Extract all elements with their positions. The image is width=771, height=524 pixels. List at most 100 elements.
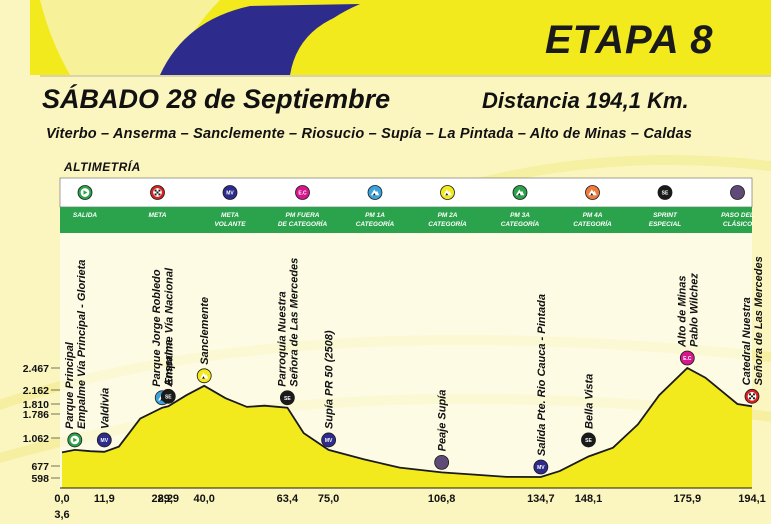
legend-label: SALIDA <box>73 212 98 219</box>
x-tick-label: 63,4 <box>277 493 299 505</box>
profile-point: MV Salida Pte. Rio Cauca - Pintada <box>533 294 549 475</box>
svg-text:E.C: E.C <box>683 356 692 362</box>
place-label: Peaje Supía <box>437 390 449 452</box>
legend-label: PASO DEL <box>721 212 754 219</box>
x-tick-label: 148,1 <box>575 493 603 505</box>
legend-label: SPRINT <box>653 212 678 219</box>
legend-item: META <box>149 185 167 219</box>
legend-label: PM 1A <box>365 212 385 219</box>
y-tick-label: 1.062 <box>23 433 49 445</box>
x-tick-label: 29,9 <box>158 493 179 505</box>
y-tick-label: 1.786 <box>23 409 49 421</box>
legend-item: MV META VOLANTE <box>214 185 246 228</box>
stage-title: ETAPA 8 <box>545 18 714 62</box>
start-icon <box>67 432 83 448</box>
svg-text:SE: SE <box>585 438 592 444</box>
svg-text:SE: SE <box>165 395 172 401</box>
place-label: Sanclemente <box>199 297 211 365</box>
profile-area <box>62 368 752 488</box>
svg-text:MV: MV <box>226 191 234 197</box>
profile-point: MV Valdivia <box>96 388 112 448</box>
place-label: Parque Principal <box>64 341 76 429</box>
legend-bar <box>60 207 752 233</box>
mv-icon: MV <box>96 432 112 448</box>
place-label: Empalme Vía Nacional <box>163 267 175 385</box>
mountain-2-icon <box>196 368 212 384</box>
x-tick-label: 28,2 <box>152 493 173 505</box>
y-tick-label: 1.810 <box>23 399 49 411</box>
legend-label: CATEGORÍA <box>356 219 395 228</box>
paso-icon <box>730 185 745 200</box>
svg-text:MV: MV <box>101 438 109 444</box>
x-tick-label: 0,0 <box>54 493 69 505</box>
legend-label: PM 3A <box>510 212 530 219</box>
mountain-1-icon <box>367 185 383 200</box>
place-label: Salida Pte. Rio Cauca - Pintada <box>536 294 548 456</box>
mv-icon: MV <box>533 459 549 475</box>
x-tick-label: 175,9 <box>674 493 702 505</box>
legend-item: SE SPRINT ESPECIAL <box>649 185 681 228</box>
place-label: Empalme Vía Principal - Glorieta <box>76 260 88 429</box>
place-label: Parque Jorge Robledo <box>151 269 163 387</box>
y-tick-label: 677 <box>31 461 49 473</box>
profile-point: Peaje Supía <box>434 390 450 470</box>
legend-label: CATEGORÍA <box>573 219 612 228</box>
x-tick-label: 11,9 <box>94 493 115 505</box>
legend-label: META <box>221 212 239 219</box>
place-label: Catedral Nuestra <box>741 297 753 385</box>
legend-label: VOLANTE <box>214 221 246 228</box>
svg-text:SE: SE <box>662 191 669 197</box>
place-label: Supía PR 50 (2508) <box>324 330 336 429</box>
x-tick-label: 134,7 <box>527 493 555 505</box>
legend-label: PM FUERA <box>286 212 320 219</box>
x-tick-label: 75,0 <box>318 493 339 505</box>
legend-label: CATEGORÍA <box>501 219 540 228</box>
mv-icon: MV <box>321 432 337 448</box>
place-label: Señora de Las Mercedes <box>753 256 765 385</box>
profile-point: Catedral Nuestra Señora de Las Mercedes <box>741 256 765 404</box>
legend-label: PM 2A <box>438 212 458 219</box>
x-tick-label: 3,6 <box>54 509 69 521</box>
ec-icon: E.C <box>679 350 695 366</box>
profile-point: MV Supía PR 50 (2508) <box>321 330 337 448</box>
mountain-2-icon <box>440 185 455 200</box>
place-label: Alto de Minas <box>676 275 688 348</box>
stage-date: SÁBADO 28 de Septiembre <box>42 84 391 114</box>
place-label: Parroquia Nuestra <box>276 291 288 386</box>
y-tick-label: 2.467 <box>23 363 49 375</box>
mv-icon: MV <box>222 185 238 200</box>
legend-label: PM 4A <box>583 212 603 219</box>
se-icon: SE <box>279 390 295 406</box>
legend-label: CLÁSICO <box>723 219 752 228</box>
stage-route: Viterbo – Anserma – Sanclemente – Riosuc… <box>46 126 693 142</box>
profile-point: SE Bella Vista <box>581 374 596 448</box>
profile-point: E.C Alto de Minas Pablo Wilchez <box>676 273 700 366</box>
profile-point: SE Parroquia Nuestra Señora de Las Mercede… <box>276 258 300 406</box>
mountain-4-icon <box>585 185 600 200</box>
svg-text:MV: MV <box>325 438 333 444</box>
finish-flag-icon <box>150 185 165 200</box>
altimetry-label: ALTIMETRÍA <box>64 160 141 174</box>
start-icon <box>77 185 93 200</box>
stage-distance: Distancia 194,1 Km. <box>482 88 689 113</box>
legend-label: DE CATEGORÍA <box>278 219 328 228</box>
profile-point: Sanclemente <box>196 297 212 384</box>
place-label: Pablo Wilchez <box>688 273 700 347</box>
paso-icon <box>434 454 450 470</box>
x-tick-label: 106,8 <box>428 493 456 505</box>
se-icon: SE <box>160 388 176 404</box>
x-tick-label: 40,0 <box>193 493 214 505</box>
svg-text:E.C: E.C <box>298 191 307 197</box>
legend-item: SALIDA <box>73 185 98 219</box>
y-tick-label: 2.162 <box>23 385 49 397</box>
legend-icon-row <box>59 177 753 208</box>
ec-icon: E.C <box>295 185 310 200</box>
place-label: Valdivia <box>99 388 111 429</box>
x-tick-label: 194,1 <box>738 493 766 505</box>
legend-label: META <box>149 212 167 219</box>
